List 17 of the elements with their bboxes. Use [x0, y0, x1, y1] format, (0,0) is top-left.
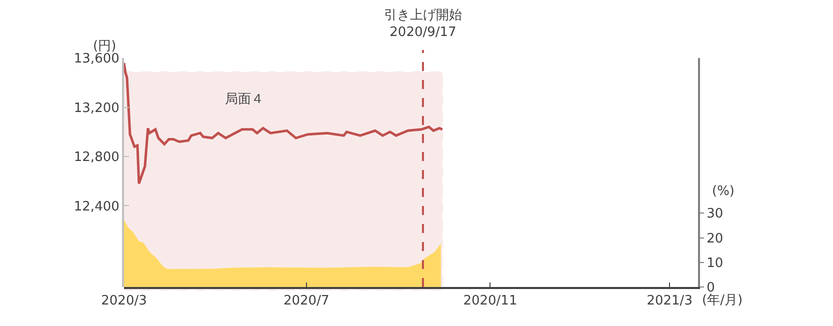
line-series: [124, 62, 444, 185]
x-tick-label: 2020/7: [283, 293, 330, 308]
ref-line-label: 引き上げ開始 2020/9/17: [384, 8, 462, 40]
y2-tick-label: 10: [706, 256, 724, 271]
y-tick-label: 12,400: [74, 199, 120, 214]
y2-tick-label: 20: [706, 231, 724, 246]
x-tick-label: 2021/3: [646, 293, 692, 308]
y-tick-label: 13,600: [74, 52, 120, 67]
x-tick-label: 2020/3: [101, 293, 147, 308]
y-tick-label: 12,800: [74, 150, 120, 166]
x-tick-label: 2020/11: [463, 293, 518, 308]
band-label: 局面４: [225, 92, 264, 107]
y2-axis-title: (%): [712, 184, 734, 199]
y-axis-title: (円): [93, 39, 116, 54]
y2-tick-label: 30: [706, 206, 724, 222]
y-tick-label: 13,200: [74, 100, 120, 116]
x-axis-title: (年/月): [702, 293, 743, 308]
